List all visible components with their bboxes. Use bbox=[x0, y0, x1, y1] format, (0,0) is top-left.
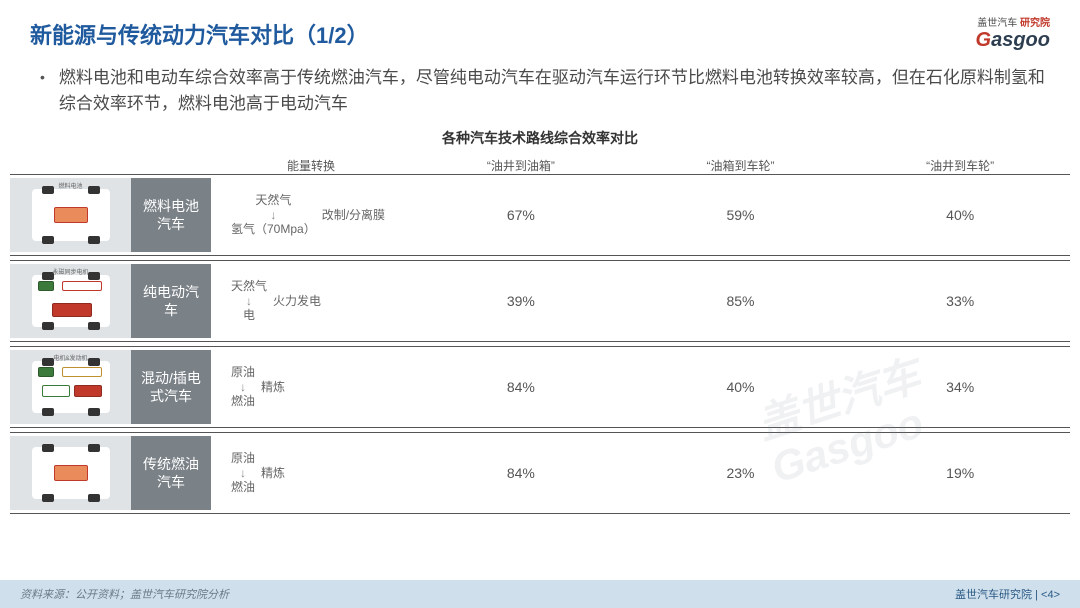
efficiency-value: 19% bbox=[850, 465, 1070, 481]
table-header-row: 能量转换 “油井到油箱” “油箱到车轮” “油井到车轮” bbox=[10, 152, 1070, 174]
efficiency-value: 34% bbox=[850, 379, 1070, 395]
efficiency-value: 84% bbox=[411, 465, 631, 481]
energy-conversion: 天然气↓氢气（70Mpa）改制/分离膜 bbox=[211, 193, 411, 236]
bullet-block: • 燃料电池和电动车综合效率高于传统燃油汽车，尽管纯电动汽车在驱动汽车运行环节比… bbox=[0, 57, 1080, 126]
arrow-down-icon: ↓ bbox=[240, 380, 246, 394]
logo-rest: asgoo bbox=[991, 29, 1050, 51]
comparison-table: 能量转换 “油井到油箱” “油箱到车轮” “油井到车轮” 燃料电池燃料电池汽车天… bbox=[0, 148, 1080, 514]
table-row: 电机&发动机混动/插电式汽车原油↓燃油精炼84%40%34% bbox=[10, 346, 1070, 428]
efficiency-value: 85% bbox=[631, 293, 851, 309]
col-header-3: “油井到车轮” bbox=[850, 157, 1070, 174]
arrow-down-icon: ↓ bbox=[246, 294, 252, 308]
logo-top-left: 盖世汽车 bbox=[977, 18, 1017, 29]
efficiency-value: 23% bbox=[631, 465, 851, 481]
table-row: 传统燃油汽车原油↓燃油精炼84%23%19% bbox=[10, 432, 1070, 514]
col-header-conv: 能量转换 bbox=[211, 157, 411, 174]
table-row: 永磁同步电机纯电动汽车天然气↓电火力发电39%85%33% bbox=[10, 260, 1070, 342]
energy-conversion: 原油↓燃油精炼 bbox=[211, 365, 411, 408]
bullet-text: 燃料电池和电动车综合效率高于传统燃油汽车，尽管纯电动汽车在驱动汽车运行环节比燃料… bbox=[59, 65, 1050, 116]
efficiency-value: 67% bbox=[411, 207, 631, 223]
efficiency-value: 40% bbox=[850, 207, 1070, 223]
footer-bar: 资料来源：公开资料；盖世汽车研究院分析 盖世汽车研究院 | <4> bbox=[0, 580, 1080, 608]
col-header-2: “油箱到车轮” bbox=[631, 157, 851, 174]
vehicle-diagram-icon: 永磁同步电机 bbox=[10, 264, 131, 338]
vehicle-diagram-icon bbox=[10, 436, 131, 510]
vehicle-type-label: 传统燃油汽车 bbox=[131, 436, 211, 510]
table-row: 燃料电池燃料电池汽车天然气↓氢气（70Mpa）改制/分离膜67%59%40% bbox=[10, 174, 1070, 256]
energy-conversion: 原油↓燃油精炼 bbox=[211, 451, 411, 494]
arrow-down-icon: ↓ bbox=[270, 208, 276, 222]
efficiency-value: 40% bbox=[631, 379, 851, 395]
footer-source: 资料来源：公开资料；盖世汽车研究院分析 bbox=[20, 586, 229, 602]
efficiency-value: 39% bbox=[411, 293, 631, 309]
logo-g: G bbox=[976, 29, 992, 51]
vehicle-type-label: 纯电动汽车 bbox=[131, 264, 211, 338]
arrow-down-icon: ↓ bbox=[240, 466, 246, 480]
efficiency-value: 59% bbox=[631, 207, 851, 223]
col-header-1: “油井到油箱” bbox=[411, 157, 631, 174]
brand-logo: 盖世汽车 研究院 Gasgoo bbox=[976, 18, 1050, 51]
energy-conversion: 天然气↓电火力发电 bbox=[211, 279, 411, 322]
efficiency-value: 84% bbox=[411, 379, 631, 395]
vehicle-type-label: 混动/插电式汽车 bbox=[131, 350, 211, 424]
footer-page: 盖世汽车研究院 | <4> bbox=[955, 586, 1060, 602]
logo-top-right: 研究院 bbox=[1020, 18, 1050, 29]
efficiency-value: 33% bbox=[850, 293, 1070, 309]
chart-title: 各种汽车技术路线综合效率对比 bbox=[0, 128, 1080, 148]
vehicle-diagram-icon: 燃料电池 bbox=[10, 178, 131, 252]
vehicle-diagram-icon: 电机&发动机 bbox=[10, 350, 131, 424]
page-title: 新能源与传统动力汽车对比（1/2） bbox=[30, 18, 369, 50]
bullet-dot: • bbox=[40, 65, 45, 116]
vehicle-type-label: 燃料电池汽车 bbox=[131, 178, 211, 252]
